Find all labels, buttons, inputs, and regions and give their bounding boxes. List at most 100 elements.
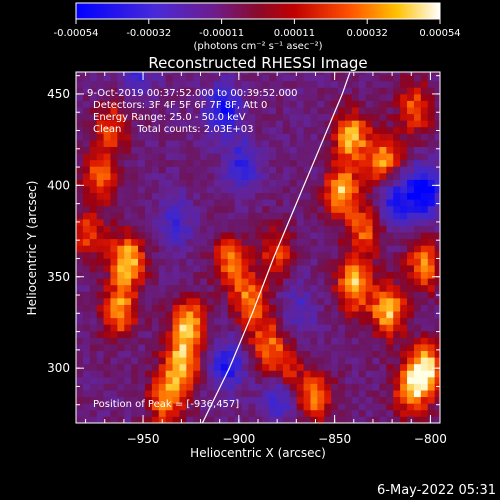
heatmap-cell (255, 100, 263, 108)
heatmap-cell (234, 291, 242, 299)
heatmap-cell (186, 330, 194, 338)
heatmap-cell (117, 383, 125, 391)
heatmap-cell (138, 72, 146, 75)
heatmap-cell (165, 100, 173, 108)
heatmap-cell (393, 218, 401, 226)
heatmap-cell (186, 284, 194, 292)
heatmap-cell (179, 232, 187, 240)
heatmap-cell (407, 179, 415, 187)
heatmap-cell (158, 133, 167, 141)
heatmap-cell (96, 113, 104, 121)
heatmap-cell (241, 133, 249, 141)
heatmap-cell (165, 166, 173, 174)
heatmap-cell (269, 383, 277, 391)
heatmap-cell (165, 324, 173, 332)
heatmap-cell (427, 376, 436, 384)
heatmap-cell (138, 363, 146, 371)
heatmap-cell (262, 153, 270, 161)
heatmap-cell (400, 80, 408, 88)
heatmap-cell (207, 212, 215, 220)
heatmap-cell (296, 396, 304, 404)
heatmap-cell (96, 153, 104, 161)
heatmap-cell (386, 278, 394, 286)
heatmap-cell (193, 72, 201, 75)
heatmap-cell (200, 278, 208, 286)
heatmap-cell (393, 192, 401, 200)
heatmap-cell (310, 311, 318, 319)
heatmap-cell (138, 330, 146, 338)
heatmap-cell (393, 390, 401, 398)
heatmap-cell (400, 212, 408, 220)
heatmap-cell (200, 304, 208, 312)
heatmap-cell (96, 179, 104, 187)
heatmap-cell (220, 324, 229, 332)
heatmap-cell (220, 166, 229, 174)
heatmap-cell (165, 179, 173, 187)
heatmap-cell (220, 225, 229, 233)
heatmap-cell (89, 350, 98, 358)
heatmap-cell (372, 416, 380, 423)
heatmap-cell (89, 317, 98, 325)
heatmap-cell (393, 370, 401, 378)
heatmap-cell (303, 383, 311, 391)
heatmap-cell (241, 265, 249, 273)
heatmap-cell (207, 344, 215, 351)
heatmap-cell (413, 376, 422, 384)
heatmap-cell (393, 186, 401, 194)
heatmap-cell (386, 245, 394, 253)
heatmap-cell (213, 403, 222, 411)
heatmap-cell (248, 357, 256, 365)
heatmap-cell (413, 278, 422, 286)
heatmap-cell (193, 93, 201, 101)
heatmap-cell (241, 225, 249, 233)
heatmap-cell (407, 186, 415, 194)
heatmap-cell (289, 113, 298, 121)
heatmap-cell (138, 133, 146, 141)
heatmap-cell (158, 93, 167, 101)
heatmap-cell (434, 107, 440, 115)
heatmap-cell (358, 113, 367, 121)
heatmap-cell (434, 212, 440, 220)
heatmap-cell (344, 153, 353, 161)
heatmap-cell (413, 363, 422, 371)
heatmap-cell (200, 140, 208, 147)
heatmap-cell (317, 245, 325, 253)
heatmap-cell (144, 120, 153, 128)
heatmap-cell (179, 212, 187, 220)
heatmap-cell (89, 205, 98, 213)
heatmap-cell (220, 126, 229, 134)
heatmap-cell (165, 258, 173, 266)
heatmap-cell (234, 258, 242, 266)
heatmap-cell (82, 370, 91, 378)
heatmap-cell (200, 172, 208, 180)
heatmap-cell (331, 212, 339, 220)
heatmap-cell (400, 218, 408, 226)
heatmap-cell (407, 113, 415, 121)
heatmap-cell (248, 133, 256, 141)
heatmap-cell (434, 159, 440, 167)
heatmap-cell (110, 337, 118, 345)
heatmap-cell (96, 350, 104, 358)
heatmap-cell (220, 344, 229, 351)
heatmap-cell (427, 311, 436, 319)
heatmap-cell (344, 376, 353, 384)
heatmap-cell (213, 218, 222, 226)
heatmap-cell (89, 416, 98, 423)
heatmap-cell (131, 271, 139, 279)
heatmap-cell (317, 80, 325, 88)
heatmap-cell (82, 311, 91, 319)
heatmap-cell (351, 113, 360, 121)
heatmap-cell (117, 120, 125, 128)
heatmap-cell (407, 416, 415, 423)
heatmap-cell (138, 166, 146, 174)
heatmap-cell (282, 133, 291, 141)
heatmap-cell (420, 146, 429, 154)
heatmap-cell (379, 297, 387, 305)
heatmap-cell (234, 324, 242, 332)
heatmap-cell (76, 324, 84, 332)
heatmap-cell (207, 192, 215, 200)
heatmap-cell (282, 238, 291, 246)
heatmap-cell (124, 113, 132, 121)
heatmap-cell (282, 107, 291, 115)
heatmap-cell (351, 265, 360, 273)
